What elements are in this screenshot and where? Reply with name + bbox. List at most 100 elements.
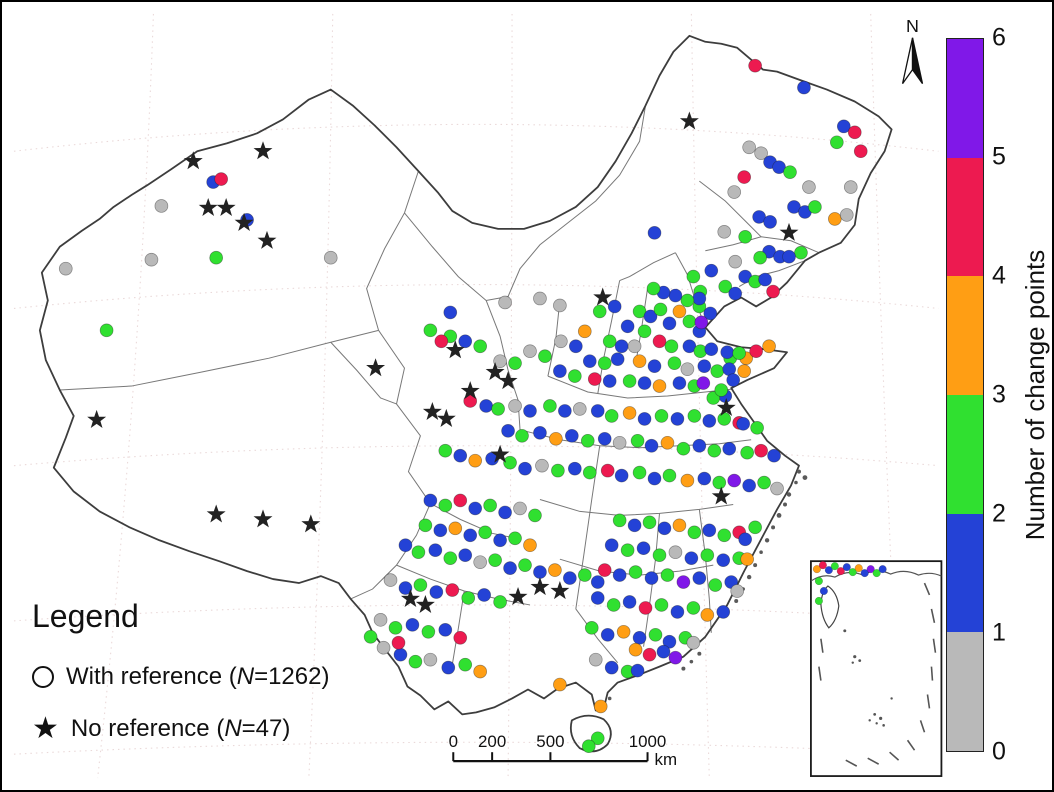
station-point (728, 254, 743, 269)
station-point (554, 334, 568, 349)
inset-station-point (854, 564, 863, 573)
station-point (587, 372, 602, 386)
no-reference-star (593, 287, 613, 306)
no-reference-star (679, 111, 699, 130)
station-point (694, 315, 709, 330)
station-point (627, 518, 642, 533)
station-point (612, 568, 627, 582)
inset-station-point (824, 566, 833, 575)
station-point (600, 627, 615, 642)
station-point (763, 215, 777, 229)
no-reference-star (490, 444, 510, 463)
station-point (727, 185, 742, 199)
colorbar-tick-4: 4 (992, 261, 1006, 290)
station-point (543, 399, 557, 413)
colorbar-tick-2: 2 (992, 499, 1006, 528)
station-point (616, 624, 631, 639)
station-point (647, 226, 662, 240)
north-arrow-left-half (901, 37, 914, 84)
no-reference-star (366, 358, 386, 377)
station-point (660, 435, 675, 450)
station-point (590, 404, 605, 418)
station-point (614, 339, 629, 354)
station-point (707, 443, 722, 458)
station-point (458, 334, 473, 349)
station-point (209, 250, 224, 265)
station-point (628, 565, 643, 579)
station-point (602, 374, 617, 388)
no-reference-star (87, 409, 107, 428)
station-point (762, 339, 776, 354)
colorbar-tick-1: 1 (992, 618, 1006, 647)
station-point (438, 622, 453, 637)
station-point (782, 249, 796, 264)
no-reference-star (183, 151, 203, 170)
inset-station-point (814, 596, 823, 605)
station-point (463, 528, 478, 543)
no-reference-star (206, 504, 226, 523)
station-point (668, 650, 683, 665)
station-points (58, 58, 868, 754)
station-point (458, 548, 473, 563)
station-point (473, 664, 488, 679)
station-point (214, 172, 228, 186)
station-point (581, 739, 596, 754)
station-point (600, 463, 615, 478)
colorbar-title: Number of change points (1020, 249, 1050, 541)
station-point (592, 304, 607, 319)
station-point (488, 553, 502, 567)
inset-station-point (819, 586, 828, 596)
station-point (590, 575, 605, 589)
station-point (783, 165, 797, 179)
station-point (722, 441, 737, 456)
station-point (551, 463, 565, 478)
station-point (697, 471, 712, 486)
station-point (533, 291, 547, 306)
inset-station-points (812, 561, 887, 605)
scale-bar-label: 0 (449, 732, 458, 751)
station-point (429, 585, 444, 599)
inset-station-point (812, 565, 821, 574)
station-point (553, 677, 567, 692)
coastal-islands (607, 469, 808, 701)
station-point (636, 541, 651, 556)
station-point (438, 498, 453, 513)
station-point (686, 269, 701, 284)
station-point (433, 523, 448, 538)
legend-title: Legend (32, 598, 139, 634)
station-point (654, 598, 669, 612)
station-point (668, 288, 683, 303)
inset-station-point (842, 563, 851, 572)
station-point (648, 627, 663, 642)
station-point (708, 578, 723, 592)
station-point (477, 588, 491, 602)
station-point (388, 621, 403, 635)
station-point (730, 584, 745, 598)
station-point (652, 548, 667, 563)
label-n: N (236, 663, 255, 690)
circle-symbol-icon (32, 666, 54, 688)
station-point (491, 402, 505, 416)
station-point (808, 200, 822, 214)
inset-taiwan-island (820, 585, 840, 629)
station-point (567, 369, 582, 383)
station-point (483, 498, 497, 513)
station-point (553, 364, 567, 378)
station-point (692, 571, 707, 585)
station-point (538, 349, 552, 364)
label-suffix: =47) (241, 715, 291, 742)
station-point (597, 356, 612, 370)
no-reference-star (257, 230, 277, 249)
station-point (697, 359, 712, 373)
colorbar-segment-1-2 (947, 513, 983, 633)
station-point (662, 634, 677, 649)
station-point (839, 208, 854, 222)
station-point (549, 431, 563, 446)
colorbar-gradient (946, 38, 984, 752)
station-point (740, 552, 754, 566)
station-point (458, 657, 473, 672)
station-point (637, 412, 652, 426)
station-point (428, 543, 443, 558)
station-point (622, 406, 637, 420)
